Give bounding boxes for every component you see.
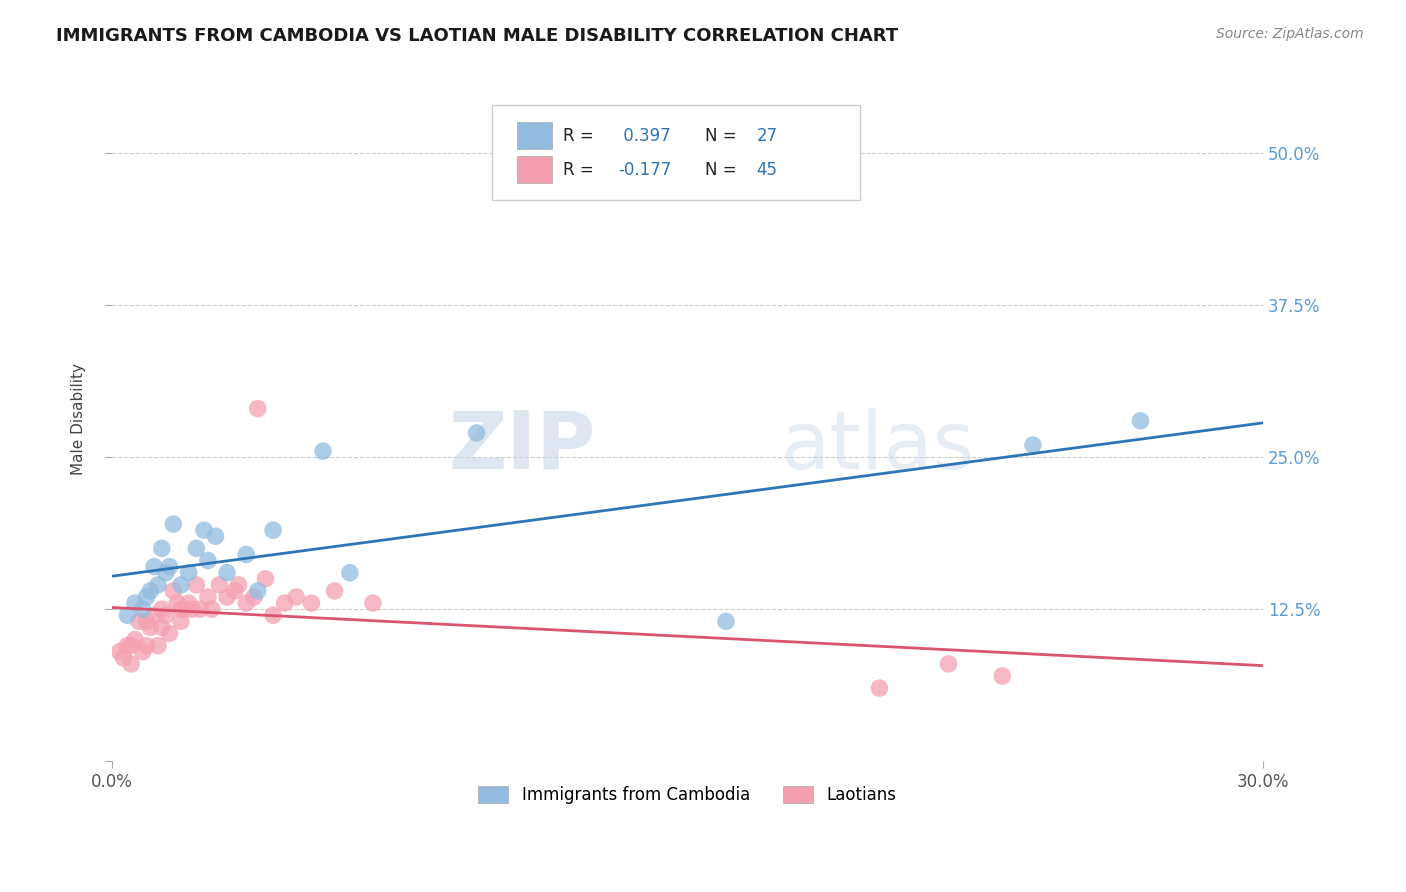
- Point: [155, 566, 177, 580]
- Point: [135, 615, 157, 629]
- Point: [246, 401, 269, 416]
- Point: [197, 590, 219, 604]
- Point: [135, 639, 157, 653]
- Point: [128, 615, 150, 629]
- Point: [159, 559, 181, 574]
- Point: [131, 602, 153, 616]
- Point: [193, 523, 215, 537]
- Point: [150, 602, 173, 616]
- Point: [254, 572, 277, 586]
- Point: [166, 596, 188, 610]
- FancyBboxPatch shape: [492, 104, 860, 201]
- Point: [243, 590, 266, 604]
- Point: [224, 583, 246, 598]
- Point: [170, 602, 193, 616]
- Point: [869, 681, 891, 695]
- Point: [120, 657, 142, 671]
- Point: [201, 602, 224, 616]
- Point: [155, 608, 177, 623]
- Point: [131, 645, 153, 659]
- Point: [197, 553, 219, 567]
- Point: [170, 615, 193, 629]
- Point: [262, 608, 284, 623]
- Point: [108, 645, 131, 659]
- Point: [162, 583, 184, 598]
- Text: R =: R =: [564, 127, 599, 145]
- Text: R =: R =: [564, 161, 599, 178]
- Point: [146, 578, 169, 592]
- Point: [186, 578, 208, 592]
- Point: [139, 620, 162, 634]
- Point: [285, 590, 308, 604]
- Text: -0.177: -0.177: [619, 161, 672, 178]
- Point: [186, 541, 208, 556]
- Point: [273, 596, 295, 610]
- Point: [204, 529, 226, 543]
- Point: [1022, 438, 1045, 452]
- Legend: Immigrants from Cambodia, Laotians: Immigrants from Cambodia, Laotians: [468, 776, 907, 814]
- Point: [143, 608, 166, 623]
- Text: 45: 45: [756, 161, 778, 178]
- Point: [301, 596, 323, 610]
- Text: N =: N =: [704, 127, 742, 145]
- Point: [215, 566, 238, 580]
- Point: [465, 425, 488, 440]
- Point: [339, 566, 361, 580]
- Point: [139, 583, 162, 598]
- Point: [124, 632, 146, 647]
- Point: [714, 615, 737, 629]
- Bar: [517, 122, 551, 149]
- Text: IMMIGRANTS FROM CAMBODIA VS LAOTIAN MALE DISABILITY CORRELATION CHART: IMMIGRANTS FROM CAMBODIA VS LAOTIAN MALE…: [56, 27, 898, 45]
- Bar: [517, 156, 551, 184]
- Point: [173, 602, 195, 616]
- Point: [181, 602, 204, 616]
- Text: 27: 27: [756, 127, 778, 145]
- Point: [228, 578, 250, 592]
- Point: [124, 596, 146, 610]
- Point: [246, 583, 269, 598]
- Point: [235, 596, 257, 610]
- Point: [177, 566, 200, 580]
- Point: [135, 590, 157, 604]
- Point: [159, 626, 181, 640]
- Point: [1129, 414, 1152, 428]
- Point: [312, 444, 335, 458]
- Point: [162, 517, 184, 532]
- Point: [208, 578, 231, 592]
- Text: ZIP: ZIP: [449, 408, 596, 485]
- Point: [117, 639, 139, 653]
- Text: atlas: atlas: [780, 408, 974, 485]
- Point: [120, 639, 142, 653]
- Point: [188, 602, 211, 616]
- Point: [938, 657, 960, 671]
- Point: [146, 639, 169, 653]
- Y-axis label: Male Disability: Male Disability: [72, 363, 86, 475]
- Point: [991, 669, 1014, 683]
- Point: [150, 620, 173, 634]
- Point: [177, 596, 200, 610]
- Point: [117, 608, 139, 623]
- Point: [170, 578, 193, 592]
- Point: [235, 548, 257, 562]
- Point: [143, 559, 166, 574]
- Point: [323, 583, 346, 598]
- Text: N =: N =: [704, 161, 742, 178]
- Text: 0.397: 0.397: [619, 127, 671, 145]
- Point: [262, 523, 284, 537]
- Point: [112, 650, 135, 665]
- Point: [150, 541, 173, 556]
- Point: [215, 590, 238, 604]
- Text: Source: ZipAtlas.com: Source: ZipAtlas.com: [1216, 27, 1364, 41]
- Point: [361, 596, 384, 610]
